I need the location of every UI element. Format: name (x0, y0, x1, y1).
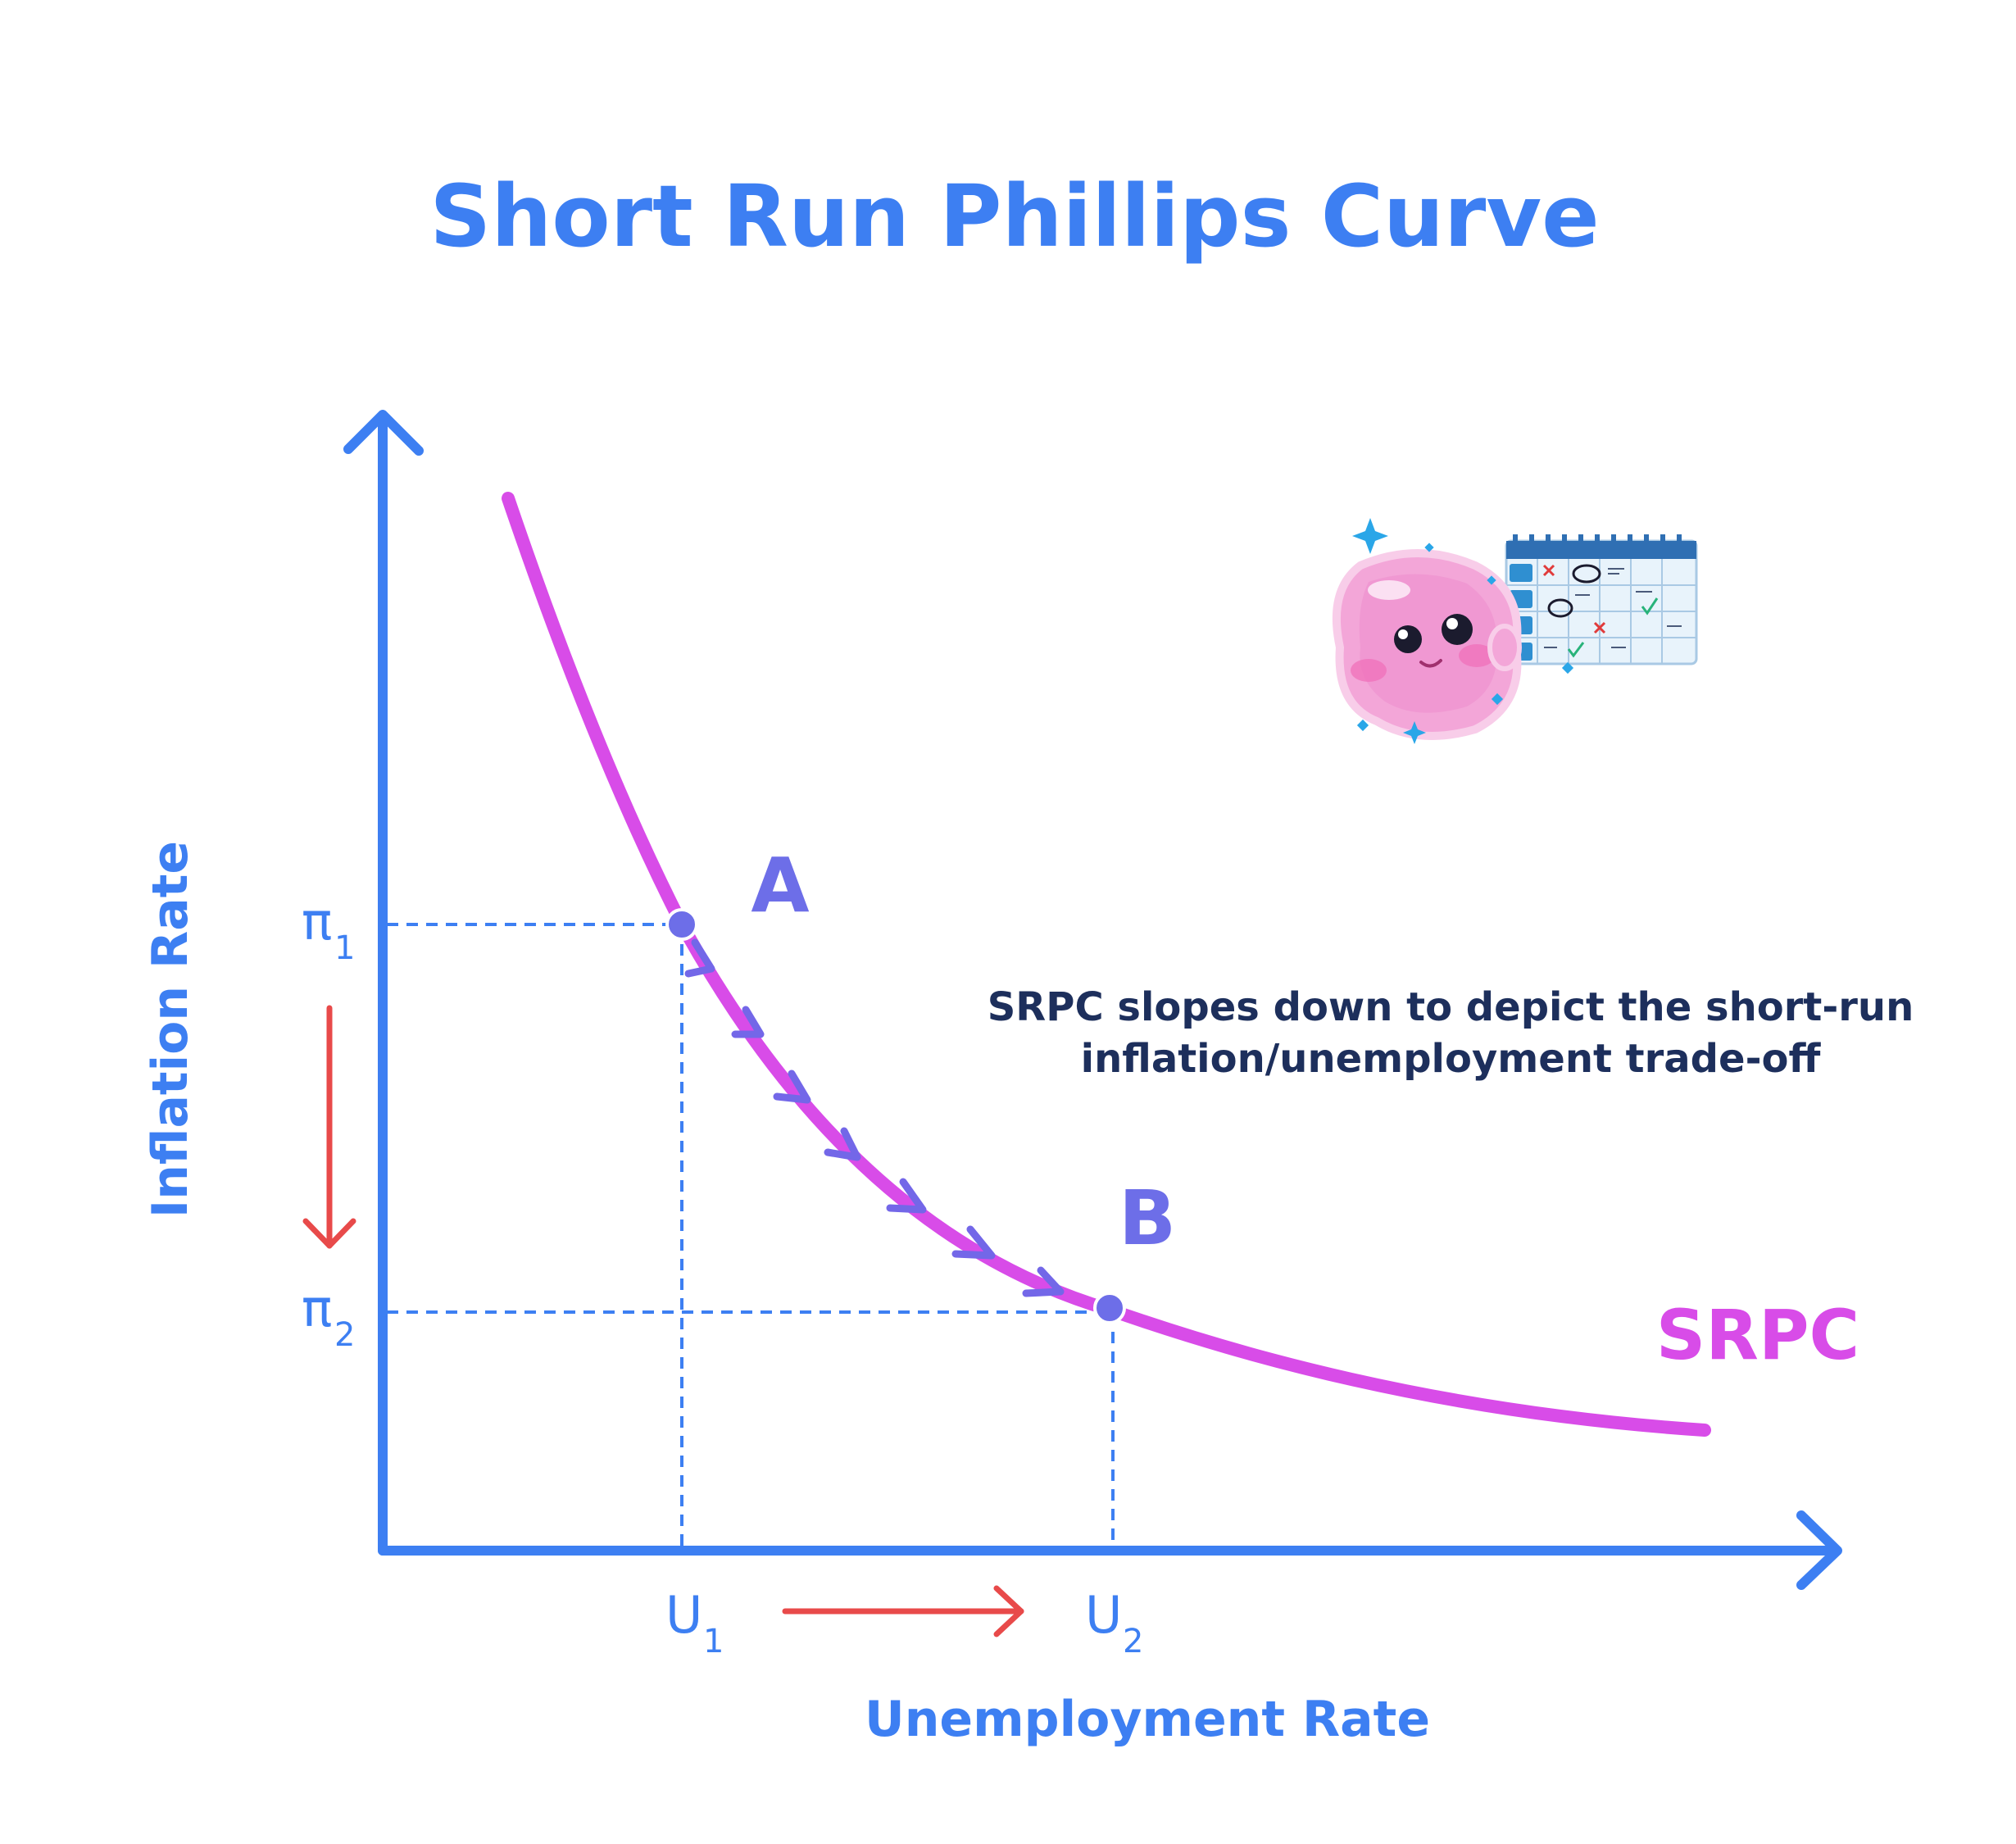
mascot-illustration (1332, 518, 1698, 744)
diagram-title: Short Run Phillips Curve (429, 166, 1599, 266)
sparkle-icons (1352, 518, 1574, 744)
pi2-tick: π 2 (302, 1279, 355, 1354)
u2-tick: U 2 (1085, 1585, 1143, 1660)
u2-base: U (1085, 1585, 1122, 1645)
chevron-1 (684, 938, 715, 978)
chevron-4 (824, 1127, 861, 1161)
point-b-marker (1093, 1292, 1126, 1324)
u1-base: U (665, 1585, 702, 1645)
point-a-label: A (751, 842, 809, 929)
unemployment-right-arrow-head (993, 1585, 1024, 1637)
y-axis-label: Inflation Rate (142, 841, 199, 1218)
axes (343, 410, 1842, 1590)
srpc-label: SRPC (1656, 1295, 1859, 1375)
pi2-base: π (302, 1279, 332, 1338)
y-axis-arrowhead (343, 410, 424, 456)
movement-chevrons (684, 938, 1065, 1297)
calendar-icon (1505, 534, 1698, 665)
chevron-5 (886, 1178, 927, 1214)
chevron-6 (951, 1225, 996, 1260)
pi1-base: π (302, 892, 332, 952)
x-axis-arrowhead (1796, 1510, 1842, 1590)
point-a-marker (665, 908, 698, 941)
srpc-curve (502, 492, 1711, 1437)
u1-tick: U 1 (665, 1585, 724, 1660)
pink-blob-mascot-icon (1332, 549, 1522, 740)
chevron-3 (773, 1070, 811, 1104)
note-line-1: SRPC slopes down to depict the short-run (988, 984, 1914, 1030)
pi1-sub: 1 (334, 929, 355, 967)
direction-arrows (302, 1005, 1024, 1637)
pi1-tick: π 1 (302, 892, 355, 967)
chevron-2 (731, 1006, 765, 1038)
chevron-7 (1022, 1266, 1065, 1297)
pi2-sub: 2 (334, 1316, 355, 1354)
u1-sub: 1 (703, 1623, 724, 1660)
inflation-down-arrow-head (302, 1218, 356, 1249)
x-axis-label: Unemployment Rate (865, 1691, 1430, 1748)
u2-sub: 2 (1123, 1623, 1143, 1660)
point-b-label: B (1119, 1174, 1176, 1262)
note-line-2: inflation/unemployment trade-off (1081, 1036, 1822, 1082)
guide-lines (387, 923, 1115, 1549)
